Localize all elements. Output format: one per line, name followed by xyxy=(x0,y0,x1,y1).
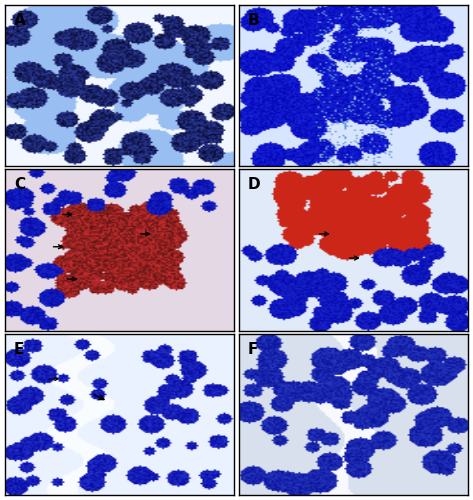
Text: E: E xyxy=(14,342,24,357)
Text: F: F xyxy=(248,342,258,357)
Text: D: D xyxy=(248,178,261,192)
Text: B: B xyxy=(248,13,260,28)
Text: C: C xyxy=(14,178,25,192)
Text: A: A xyxy=(14,13,26,28)
